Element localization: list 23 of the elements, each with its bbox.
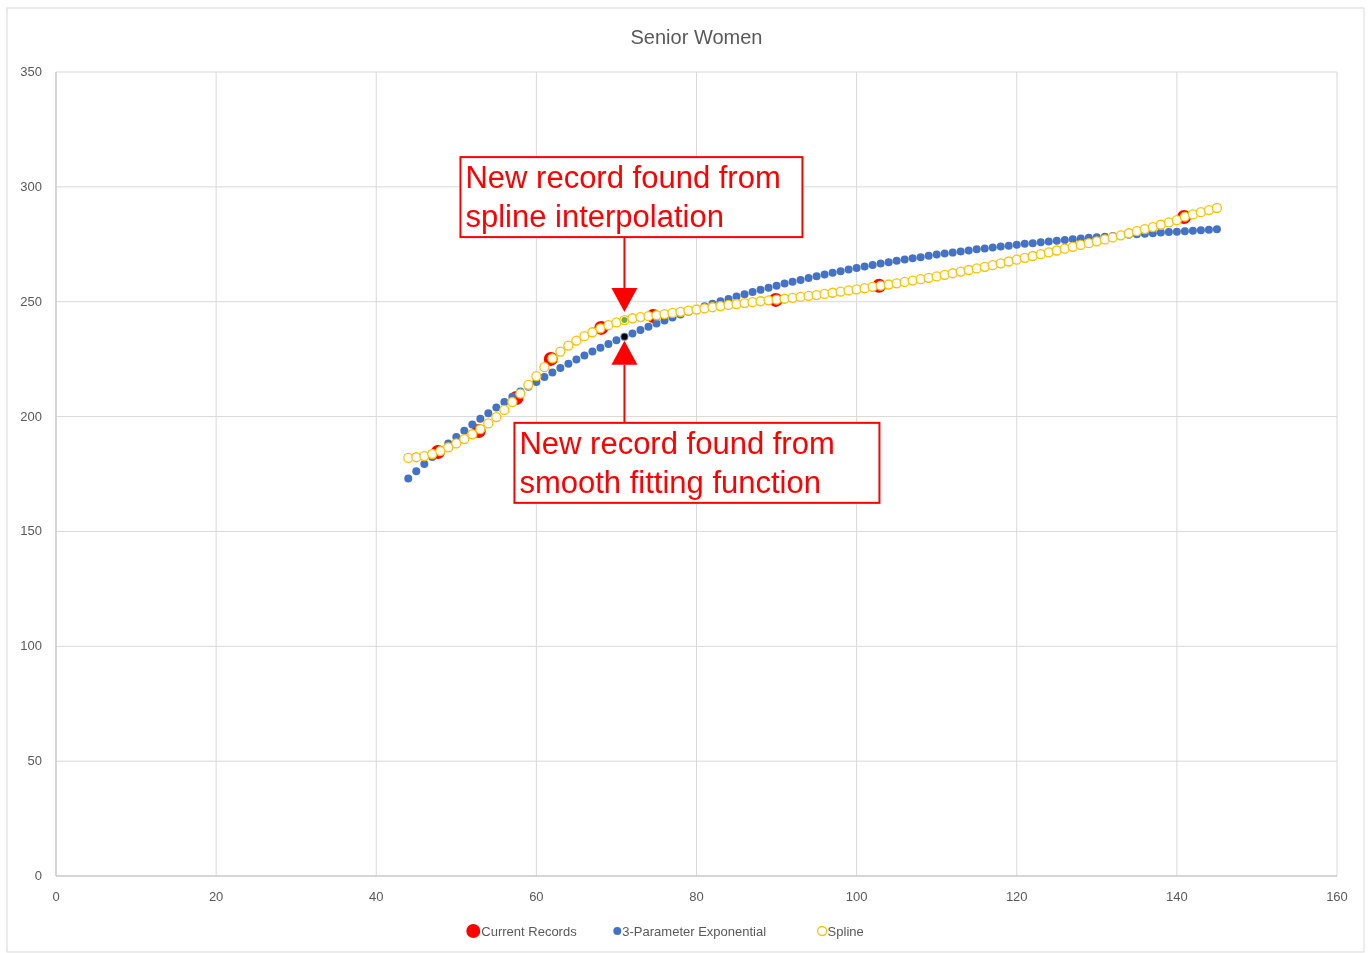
x-tick-label: 120 xyxy=(1005,889,1028,904)
x-tick-label: 20 xyxy=(208,889,224,904)
y-tick-label: 300 xyxy=(20,178,42,194)
x-tick-label: 60 xyxy=(529,889,544,904)
y-tick-label: 200 xyxy=(20,408,42,424)
annotation: New record found from spline interpolation xyxy=(465,160,781,235)
annotation: New record found from smooth fitting function xyxy=(519,425,835,500)
x-tick-label: 40 xyxy=(369,889,384,904)
y-tick-label: 250 xyxy=(20,293,42,309)
legend-label: Current Records xyxy=(481,924,578,939)
y-tick-label: 100 xyxy=(20,638,42,654)
y-tick-label: 350 xyxy=(20,64,42,79)
x-tick-label: 100 xyxy=(845,889,868,904)
y-tick-label: 0 xyxy=(34,868,42,883)
x-tick-label: 140 xyxy=(1166,889,1188,904)
y-tick-label: 50 xyxy=(27,753,42,769)
legend-label: 3-Parameter Exponential xyxy=(622,924,767,939)
x-tick-label: 0 xyxy=(52,889,60,904)
x-tick-label: 160 xyxy=(1326,889,1348,904)
legend-label: Spline xyxy=(827,924,864,939)
y-tick-label: 150 xyxy=(20,523,42,539)
x-tick-label: 80 xyxy=(689,889,704,904)
chart-title: Senior Women xyxy=(630,26,763,48)
